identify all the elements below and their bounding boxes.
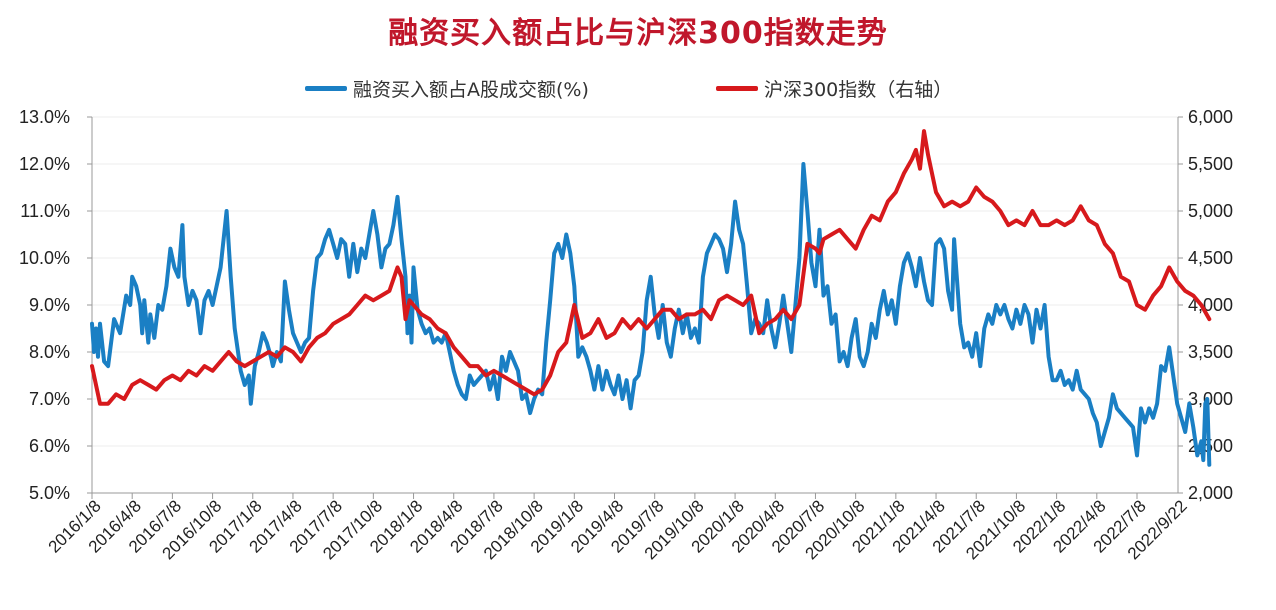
legend-label-margin-ratio: 融资买入额占A股成交额(%) [353, 79, 589, 101]
y2-tick-label: 3,000 [1188, 389, 1233, 409]
y-tick-label: 13.0% [19, 107, 70, 127]
y-tick-label: 11.0% [20, 201, 70, 221]
y2-tick-label: 5,500 [1188, 154, 1233, 174]
y-tick-label: 9.0% [29, 295, 70, 315]
y-tick-label: 10.0% [19, 248, 70, 268]
legend-swatch-red [716, 86, 758, 91]
y-tick-label: 6.0% [29, 436, 70, 456]
y2-tick-label: 6,000 [1188, 107, 1233, 127]
series-line-csi300 [90, 129, 1212, 406]
y2-tick-label: 3,500 [1188, 342, 1233, 362]
legend-item-margin-ratio: 融资买入额占A股成交额(%) [305, 75, 589, 102]
series-line-margin-ratio [90, 162, 1212, 467]
legend-item-csi300: 沪深300指数（右轴） [716, 75, 952, 102]
legend-swatch-blue [305, 86, 347, 91]
y-tick-label: 8.0% [29, 342, 70, 362]
legend-label-csi300: 沪深300指数（右轴） [764, 79, 953, 101]
y2-tick-label: 5,000 [1188, 201, 1233, 221]
chart-title: 融资买入额占比与沪深300指数走势 [388, 16, 888, 51]
y-tick-label: 5.0% [29, 483, 70, 503]
y2-tick-label: 4,500 [1188, 248, 1233, 268]
y-tick-label: 7.0% [29, 389, 70, 409]
y2-tick-label: 2,000 [1188, 483, 1233, 503]
y-tick-label: 12.0% [19, 154, 70, 174]
